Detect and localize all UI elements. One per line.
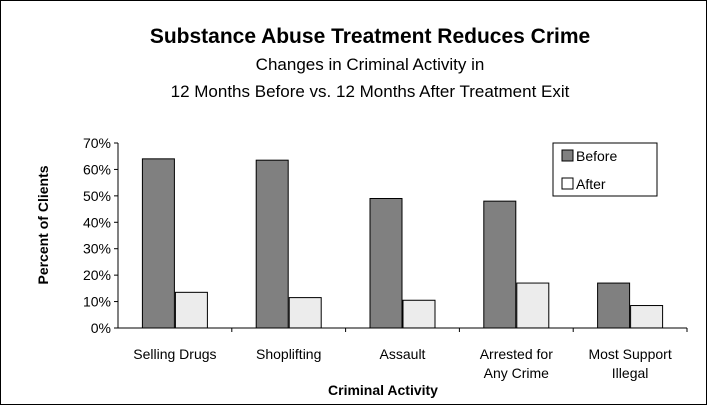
legend-label-after: After (576, 176, 606, 192)
y-axis-ticks: 0% 10% 20% 30% 40% 50% 60% 70% (83, 135, 118, 336)
chart-subtitle-line-2: 12 Months Before vs. 12 Months After Tre… (171, 82, 570, 101)
category-label: Illegal (612, 365, 649, 381)
legend-label-before: Before (576, 148, 617, 164)
bar-after-1 (174, 291, 208, 329)
category-label: Assault (380, 346, 426, 362)
y-tick-label: 70% (83, 135, 111, 151)
bar-after-5 (630, 305, 664, 329)
legend-swatch-before (561, 149, 574, 162)
legend: Before After (552, 142, 658, 197)
category-label: Most Support (588, 346, 671, 362)
category-label: Selling Drugs (133, 346, 216, 362)
y-tick-label: 40% (83, 214, 111, 230)
category-label: Shoplifting (256, 346, 321, 362)
category-label: Arrested for (480, 346, 553, 362)
bar-before-5 (597, 282, 631, 329)
y-tick-label: 60% (83, 161, 111, 177)
y-axis-title: Percent of Clients (35, 165, 51, 284)
bar-before-4 (483, 200, 517, 329)
x-axis-title: Criminal Activity (328, 382, 438, 398)
y-tick-label: 20% (83, 267, 111, 283)
category-label: Any Crime (484, 365, 550, 381)
y-tick-label: 10% (83, 294, 111, 310)
bar-after-3 (402, 299, 436, 329)
y-tick-label: 30% (83, 241, 111, 257)
legend-swatch-after (561, 177, 574, 190)
chart-subtitle-line-1: Changes in Criminal Activity in (256, 55, 485, 74)
x-axis-categories: Selling Drugs Shoplifting Assault Arrested … (133, 346, 672, 381)
bars (141, 158, 688, 332)
bar-after-2 (288, 297, 322, 329)
y-tick-label: 50% (83, 188, 111, 204)
chart-title: Substance Abuse Treatment Reduces Crime (150, 25, 590, 48)
bar-before-3 (369, 198, 403, 329)
bar-after-4 (516, 282, 550, 329)
y-tick-label: 0% (91, 320, 111, 336)
bar-before-2 (255, 159, 289, 329)
bar-before-1 (141, 158, 175, 329)
